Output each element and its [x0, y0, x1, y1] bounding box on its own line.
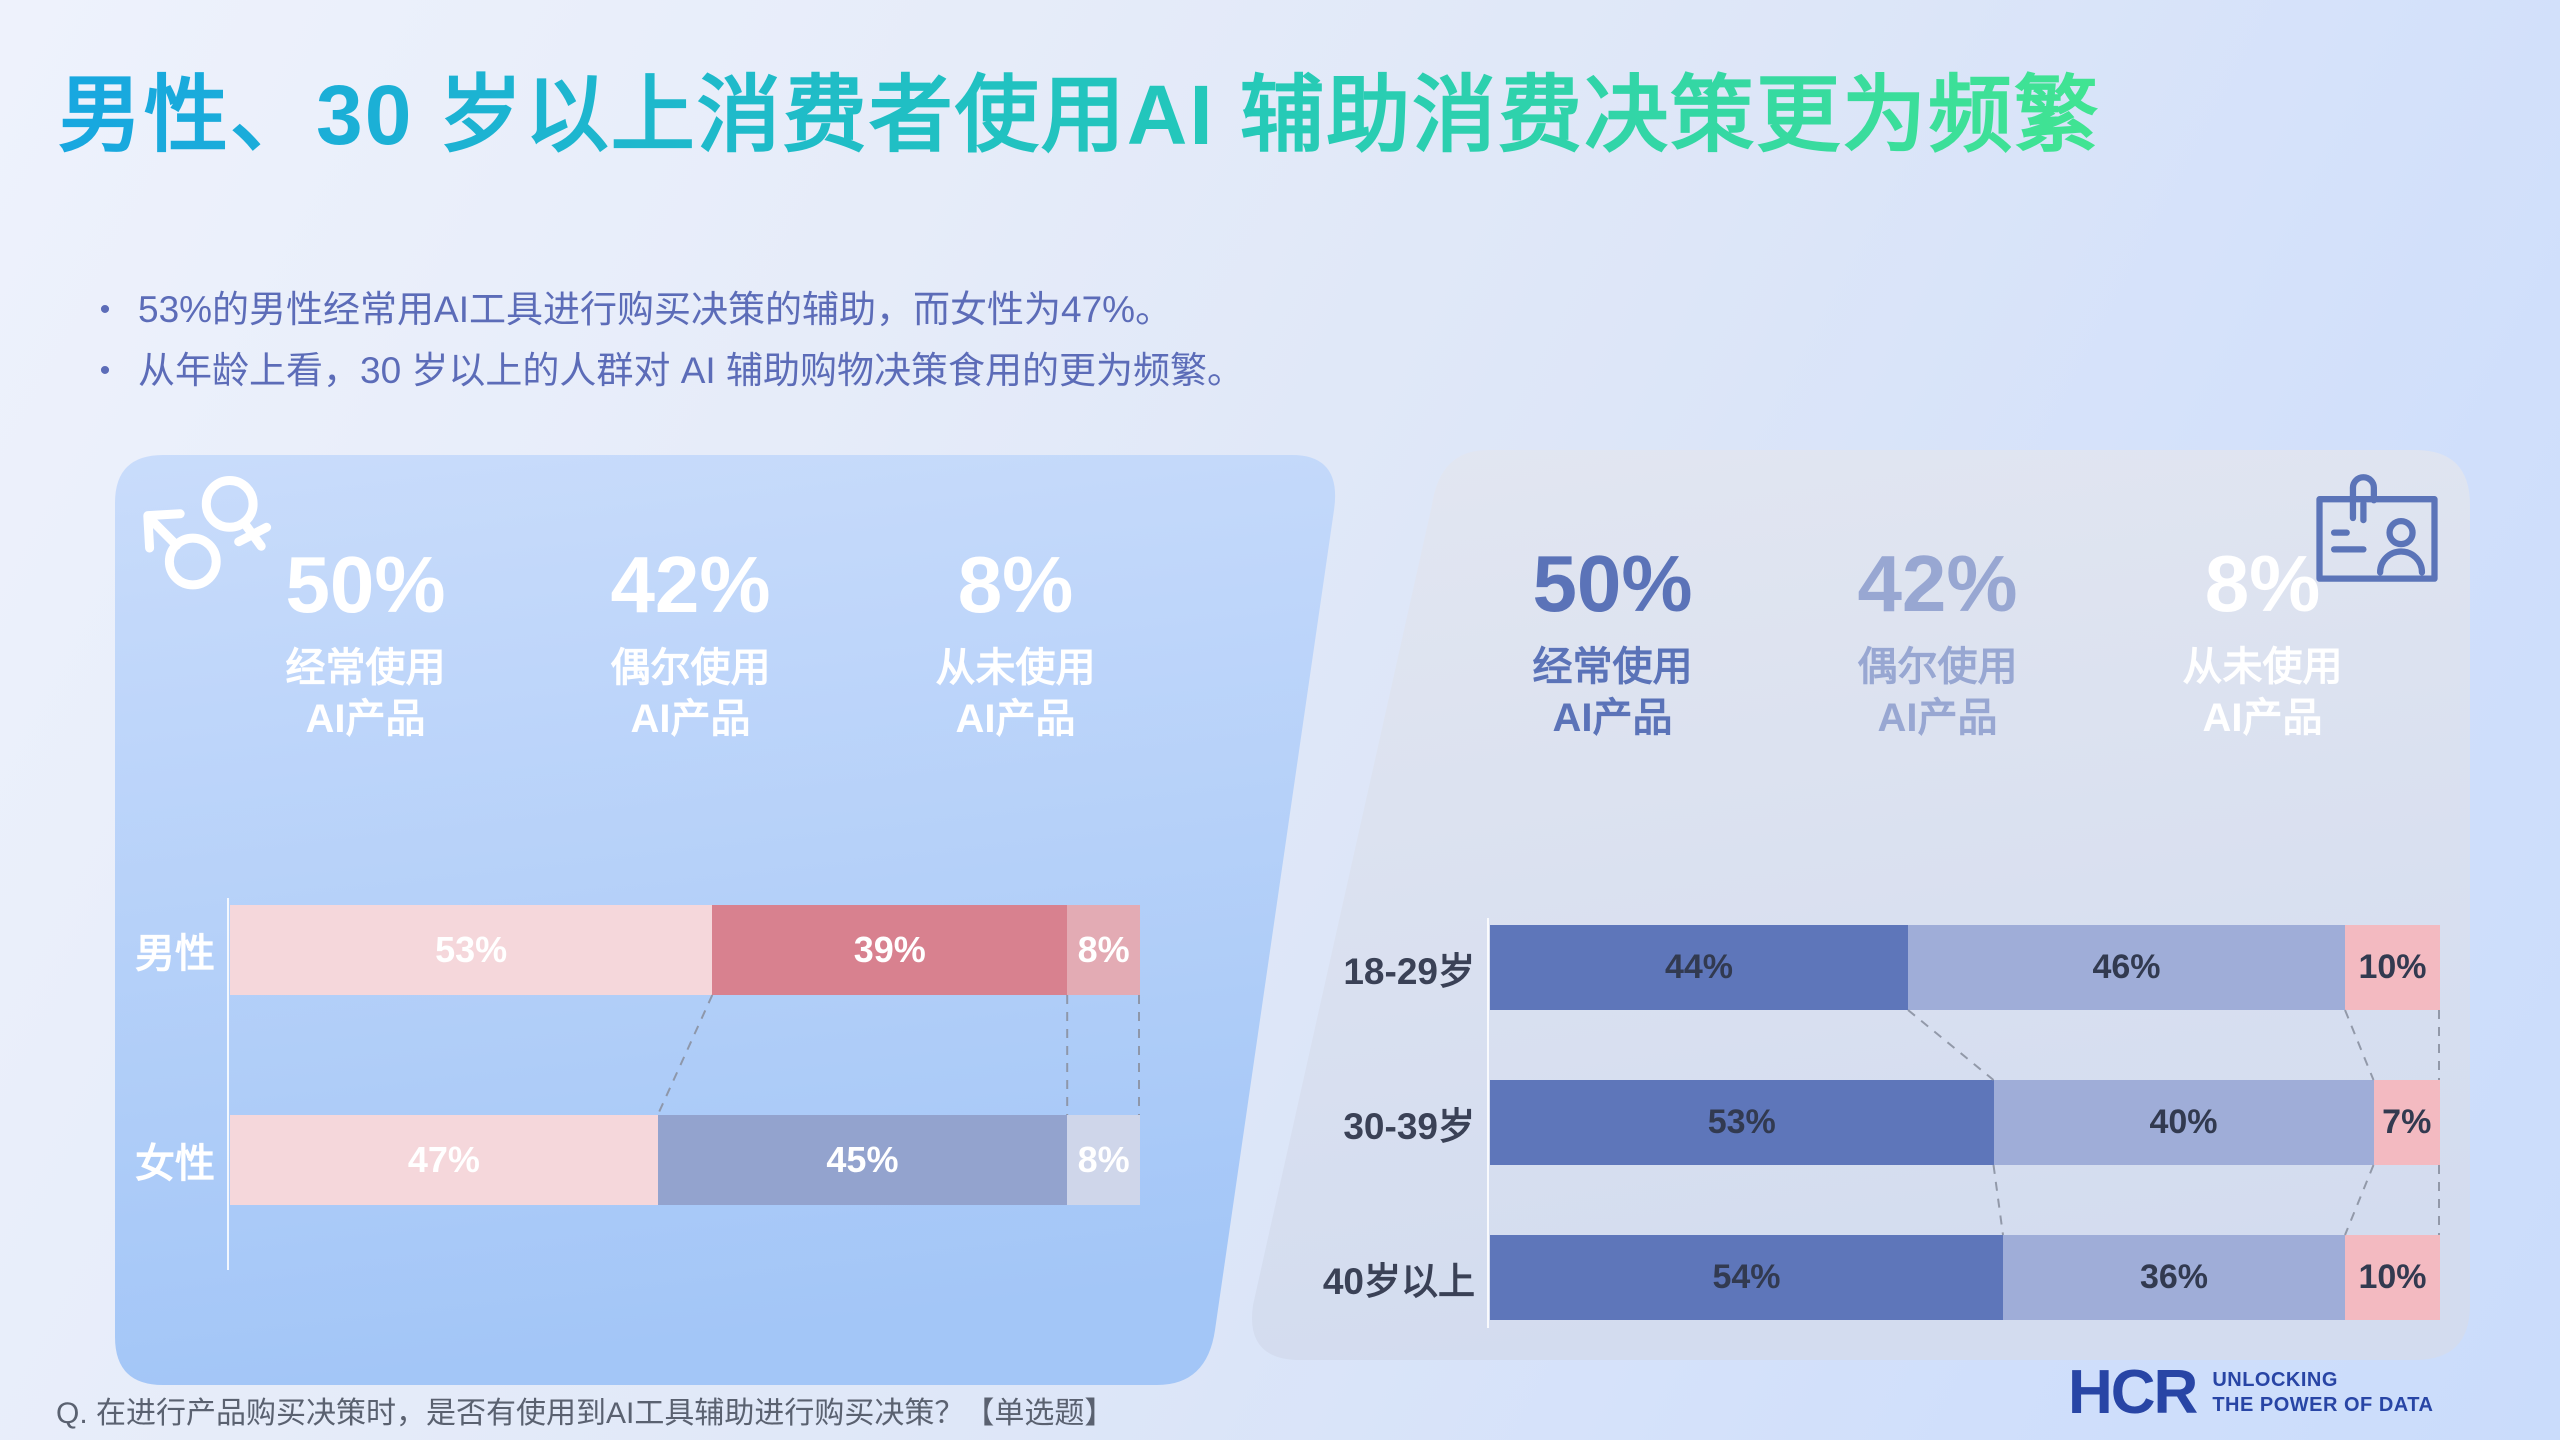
stat-label: 从未使用 AI产品: [2100, 642, 2425, 744]
bullet-item: • 从年龄上看，30 岁以上的人群对 AI 辅助购物决策食用的更为频繁。: [72, 347, 1244, 395]
stat-label: 偶尔使用 AI产品: [1775, 642, 2100, 744]
bullet-item: • 53%的男性经常用AI工具进行购买决策的辅助，而女性为47%。: [72, 286, 1244, 334]
stat-column: 42% 偶尔使用 AI产品: [528, 543, 853, 745]
stat-value: 50%: [285, 540, 446, 629]
stat-label-line: 偶尔使用: [1857, 645, 2018, 689]
bar-segment: 46%: [1908, 925, 2345, 1010]
id-card-icon: [2316, 474, 2438, 582]
stat-column: 50% 经常使用 AI产品: [203, 543, 528, 745]
category-label: 女性: [135, 1142, 215, 1186]
category-label: 男性: [135, 932, 215, 976]
stat-label-line: AI产品: [955, 697, 1076, 742]
stat-column: 50% 经常使用 AI产品: [1450, 542, 1775, 744]
bar-segment: 7%: [2373, 1080, 2440, 1165]
stat-column: 8% 从未使用 AI产品: [2100, 542, 2425, 744]
bar-row: 44% 46% 10%: [1490, 925, 2440, 1010]
question-footnote: Q. 在进行产品购买决策时，是否有使用到AI工具辅助进行购买决策？【单选题】: [56, 1397, 1115, 1430]
stat-column: 8% 从未使用 AI产品: [853, 543, 1178, 745]
connector-line: [1907, 1009, 1995, 1081]
category-label: 40岁以上: [1322, 1260, 1475, 1302]
gender-bar-chart: 男性 53% 39% 8% 女性 47% 45% 8%: [115, 455, 1340, 1385]
bar-segment: 36%: [2003, 1235, 2345, 1320]
hcr-logo: HCR UNLOCKING THE POWER OF DATA: [2068, 1362, 2433, 1424]
stat-label-line: 经常使用: [1532, 645, 1693, 689]
stat-label-line: AI产品: [1552, 696, 1673, 741]
hcr-tagline-line: UNLOCKING: [2212, 1369, 2338, 1391]
age-stats-row: 50% 经常使用 AI产品 42% 偶尔使用 AI产品 8% 从未使用 AI产品: [1450, 542, 2425, 744]
connector-line: [2344, 1164, 2375, 1236]
stat-label-line: AI产品: [630, 697, 751, 742]
connector-line: [1992, 1164, 2004, 1236]
page-title: 男性、30 岁以上消费者使用AI 辅助消费决策更为频繁: [58, 48, 2100, 169]
category-label: 18-29岁: [1343, 950, 1475, 992]
stat-label-line: 从未使用: [935, 646, 1096, 690]
stat-value: 42%: [610, 540, 771, 629]
gender-panel: 50% 经常使用 AI产品 42% 偶尔使用 AI产品 8% 从未使用 AI产品 男性 53% 39…: [115, 455, 1340, 1385]
category-label: 30-39岁: [1343, 1105, 1475, 1147]
bar-segment: 53%: [1490, 1080, 1994, 1165]
bar-segment: 10%: [2345, 1235, 2440, 1320]
bar-segment: 40%: [1993, 1080, 2374, 1165]
stat-label-line: 从未使用: [2182, 645, 2343, 689]
stat-label: 偶尔使用 AI产品: [528, 643, 853, 745]
bar-segment: 10%: [2345, 925, 2440, 1010]
connector-layer: [656, 994, 1140, 1116]
stat-label: 经常使用 AI产品: [1450, 642, 1775, 744]
bar-segment: 53%: [230, 905, 713, 995]
stat-label-line: AI产品: [305, 697, 426, 742]
stat-value: 8%: [2204, 539, 2321, 628]
stat-label: 从未使用 AI产品: [853, 643, 1178, 745]
stat-value: 50%: [1532, 539, 1693, 628]
stat-label-line: AI产品: [2202, 696, 2323, 741]
stat-label-line: 偶尔使用: [610, 646, 771, 690]
connector-line: [656, 994, 714, 1116]
connector-layer: [1992, 1164, 2440, 1236]
connector-line: [2344, 1009, 2375, 1081]
gender-stats-row: 50% 经常使用 AI产品 42% 偶尔使用 AI产品 8% 从未使用 AI产品: [203, 543, 1178, 745]
bar-row: 53% 40% 7%: [1490, 1080, 2440, 1165]
bar-segment: 47%: [230, 1115, 658, 1205]
hcr-tagline-line: THE POWER OF DATA: [2212, 1394, 2434, 1416]
chart-axis-line: [227, 898, 229, 1270]
bar-row: 54% 36% 10%: [1490, 1235, 2440, 1320]
bar-segment: 54%: [1490, 1235, 2003, 1320]
stat-value: 42%: [1857, 539, 2018, 628]
bar-segment: 8%: [1067, 905, 1140, 995]
age-bar-chart: 18-29岁 44% 46% 10% 30-39岁 53% 40% 7% 40岁以上 54% 36%…: [1245, 450, 2470, 1360]
age-panel: 50% 经常使用 AI产品 42% 偶尔使用 AI产品 8% 从未使用 AI产品 18-29岁 4…: [1245, 450, 2470, 1360]
hcr-logo-tagline: UNLOCKING THE POWER OF DATA: [2212, 1368, 2433, 1418]
bar-segment: 45%: [657, 1115, 1068, 1205]
bullet-text: 53%的男性经常用AI工具进行购买决策的辅助，而女性为47%。: [138, 289, 1173, 330]
bullet-dot-icon: •: [99, 293, 111, 326]
bullet-text: 从年龄上看，30 岁以上的人群对 AI 辅助购物决策食用的更为频繁。: [138, 350, 1244, 391]
hcr-logo-text: HCR: [2068, 1358, 2198, 1427]
stat-value: 8%: [957, 540, 1074, 629]
bullet-list: • 53%的男性经常用AI工具进行购买决策的辅助，而女性为47%。 • 从年龄上…: [72, 286, 1244, 408]
chart-axis-line: [1487, 918, 1489, 1328]
bar-row: 53% 39% 8%: [230, 905, 1140, 995]
bar-segment: 8%: [1067, 1115, 1140, 1205]
connector-layer: [1907, 1009, 2440, 1081]
stat-label-line: 经常使用: [285, 646, 446, 690]
bullet-dot-icon: •: [99, 354, 111, 387]
stat-label: 经常使用 AI产品: [203, 643, 528, 745]
stat-column: 42% 偶尔使用 AI产品: [1775, 542, 2100, 744]
male-female-gender-icon: [143, 476, 272, 590]
bar-segment: 39%: [712, 905, 1068, 995]
bar-row: 47% 45% 8%: [230, 1115, 1140, 1205]
bar-segment: 44%: [1490, 925, 1908, 1010]
stat-label-line: AI产品: [1877, 696, 1998, 741]
